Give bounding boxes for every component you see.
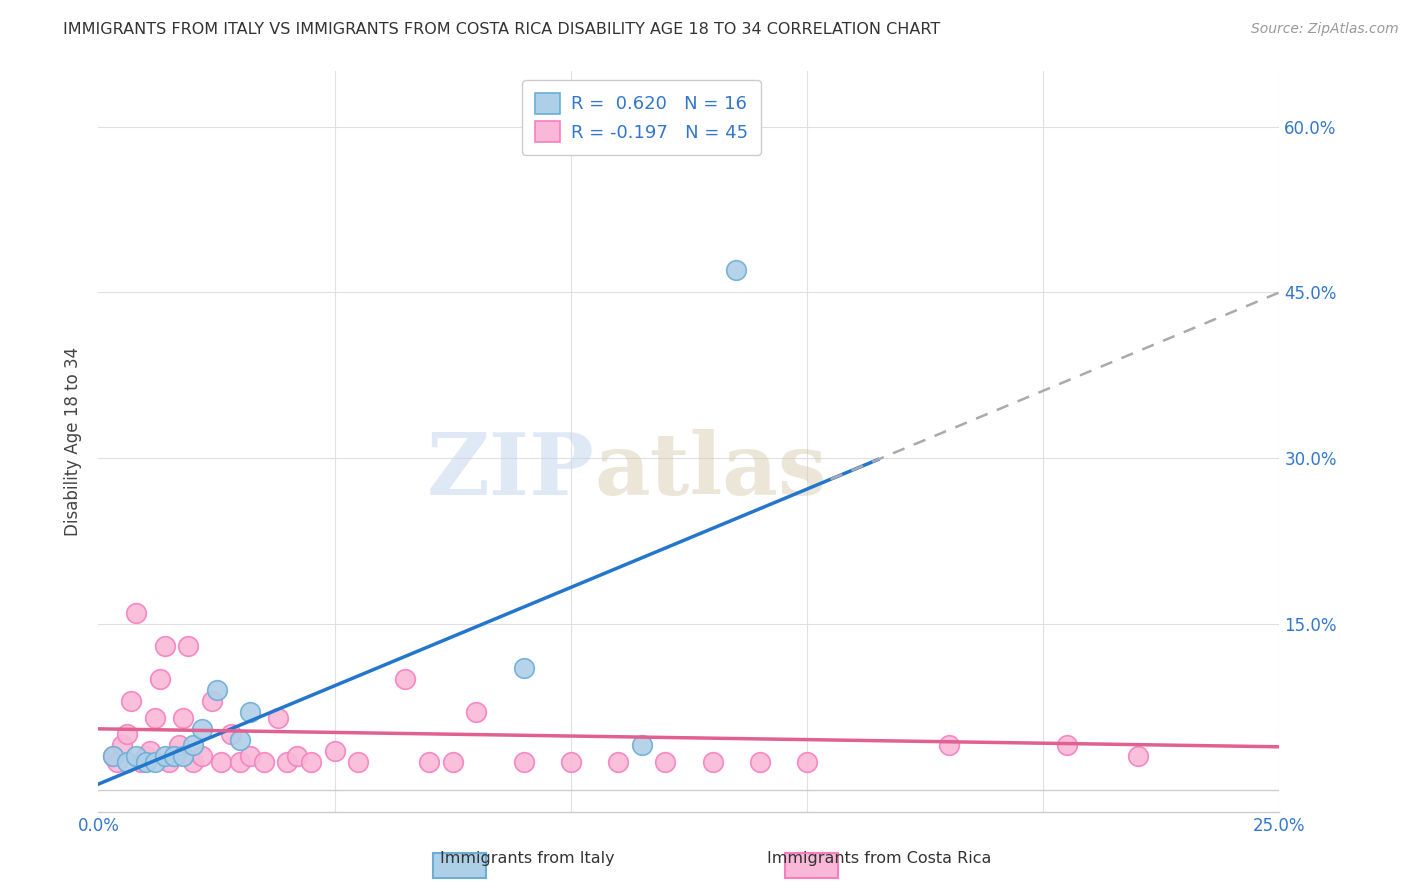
Point xyxy=(125,606,148,620)
Point xyxy=(153,639,176,653)
Point xyxy=(167,739,190,753)
Point xyxy=(149,672,172,686)
Point xyxy=(418,755,440,769)
Point xyxy=(139,744,162,758)
Y-axis label: Disability Age 18 to 34: Disability Age 18 to 34 xyxy=(65,347,83,536)
Point xyxy=(285,749,308,764)
Point xyxy=(239,749,262,764)
Point xyxy=(725,263,748,277)
Point xyxy=(239,706,262,720)
Point xyxy=(101,749,124,764)
Point xyxy=(465,706,488,720)
Point xyxy=(115,727,138,741)
Point xyxy=(111,739,134,753)
Point xyxy=(229,755,252,769)
Legend: R =  0.620   N = 16, R = -0.197   N = 45: R = 0.620 N = 16, R = -0.197 N = 45 xyxy=(523,80,761,154)
Point xyxy=(172,749,194,764)
Point xyxy=(299,755,322,769)
Text: atlas: atlas xyxy=(595,429,827,513)
Point xyxy=(163,749,186,764)
Point xyxy=(276,755,298,769)
Point xyxy=(209,755,232,769)
Point xyxy=(157,755,180,769)
Point xyxy=(125,749,148,764)
Point xyxy=(181,755,204,769)
Point xyxy=(163,749,186,764)
Point xyxy=(101,749,124,764)
Point xyxy=(229,732,252,747)
Point xyxy=(560,755,582,769)
Point xyxy=(630,739,652,753)
Point xyxy=(441,755,464,769)
Point xyxy=(121,694,143,708)
Point xyxy=(253,755,276,769)
Text: ZIP: ZIP xyxy=(426,429,595,513)
Point xyxy=(938,739,960,753)
Point xyxy=(153,749,176,764)
Point xyxy=(323,744,346,758)
Point xyxy=(191,749,214,764)
Point xyxy=(347,755,370,769)
Point xyxy=(607,755,630,769)
Point xyxy=(129,755,152,769)
Point xyxy=(1056,739,1078,753)
Point xyxy=(135,755,157,769)
Point xyxy=(219,727,242,741)
Point xyxy=(654,755,676,769)
Point xyxy=(177,639,200,653)
Text: Immigrants from Costa Rica: Immigrants from Costa Rica xyxy=(766,852,991,866)
Point xyxy=(796,755,818,769)
Text: IMMIGRANTS FROM ITALY VS IMMIGRANTS FROM COSTA RICA DISABILITY AGE 18 TO 34 CORR: IMMIGRANTS FROM ITALY VS IMMIGRANTS FROM… xyxy=(63,22,941,37)
Point xyxy=(172,711,194,725)
Text: Source: ZipAtlas.com: Source: ZipAtlas.com xyxy=(1251,22,1399,37)
Point xyxy=(1126,749,1149,764)
Text: Immigrants from Italy: Immigrants from Italy xyxy=(440,852,614,866)
Point xyxy=(748,755,770,769)
Point xyxy=(205,683,228,698)
Point xyxy=(191,722,214,736)
Point xyxy=(115,755,138,769)
Point xyxy=(512,661,534,675)
Point xyxy=(267,711,290,725)
Point xyxy=(105,755,128,769)
Point xyxy=(394,672,416,686)
Point xyxy=(201,694,224,708)
Point xyxy=(143,755,166,769)
Point xyxy=(135,749,157,764)
Point xyxy=(181,739,204,753)
Point xyxy=(512,755,534,769)
Point xyxy=(143,711,166,725)
Point xyxy=(702,755,724,769)
